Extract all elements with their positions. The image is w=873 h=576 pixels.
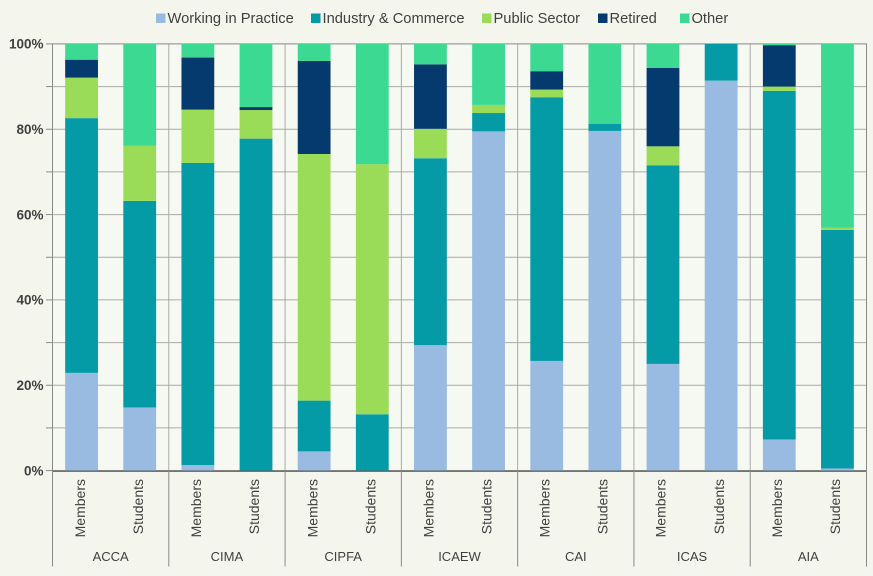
svg-text:Members: Members bbox=[188, 479, 204, 537]
svg-text:Retired: Retired bbox=[610, 11, 657, 27]
svg-text:Members: Members bbox=[420, 479, 436, 537]
svg-text:80%: 80% bbox=[16, 122, 43, 137]
svg-text:Members: Members bbox=[72, 479, 88, 537]
svg-text:Students: Students bbox=[130, 479, 146, 534]
svg-text:Members: Members bbox=[653, 479, 669, 537]
svg-text:ACCA: ACCA bbox=[93, 549, 129, 564]
svg-text:0%: 0% bbox=[24, 463, 44, 478]
svg-text:100%: 100% bbox=[9, 37, 44, 52]
svg-text:ICAS: ICAS bbox=[677, 549, 708, 564]
svg-text:Members: Members bbox=[537, 479, 553, 537]
svg-text:Working in Practice: Working in Practice bbox=[168, 11, 294, 27]
svg-text:Public Sector: Public Sector bbox=[494, 11, 581, 27]
svg-text:40%: 40% bbox=[16, 293, 43, 308]
svg-text:ICAEW: ICAEW bbox=[438, 549, 481, 564]
svg-text:20%: 20% bbox=[16, 378, 43, 393]
svg-text:CAI: CAI bbox=[565, 549, 587, 564]
svg-text:Members: Members bbox=[304, 479, 320, 537]
svg-text:AIA: AIA bbox=[798, 549, 819, 564]
svg-text:CIMA: CIMA bbox=[211, 549, 244, 564]
svg-text:Students: Students bbox=[362, 479, 378, 534]
svg-text:Students: Students bbox=[246, 479, 262, 534]
svg-text:Students: Students bbox=[478, 479, 494, 534]
svg-text:Industry & Commerce: Industry & Commerce bbox=[323, 11, 465, 27]
svg-text:Members: Members bbox=[769, 479, 785, 537]
svg-text:60%: 60% bbox=[16, 207, 43, 222]
svg-text:Other: Other bbox=[692, 11, 729, 27]
svg-text:CIPFA: CIPFA bbox=[324, 549, 362, 564]
svg-text:Students: Students bbox=[711, 479, 727, 534]
svg-text:Students: Students bbox=[595, 479, 611, 534]
svg-text:Students: Students bbox=[827, 479, 843, 534]
